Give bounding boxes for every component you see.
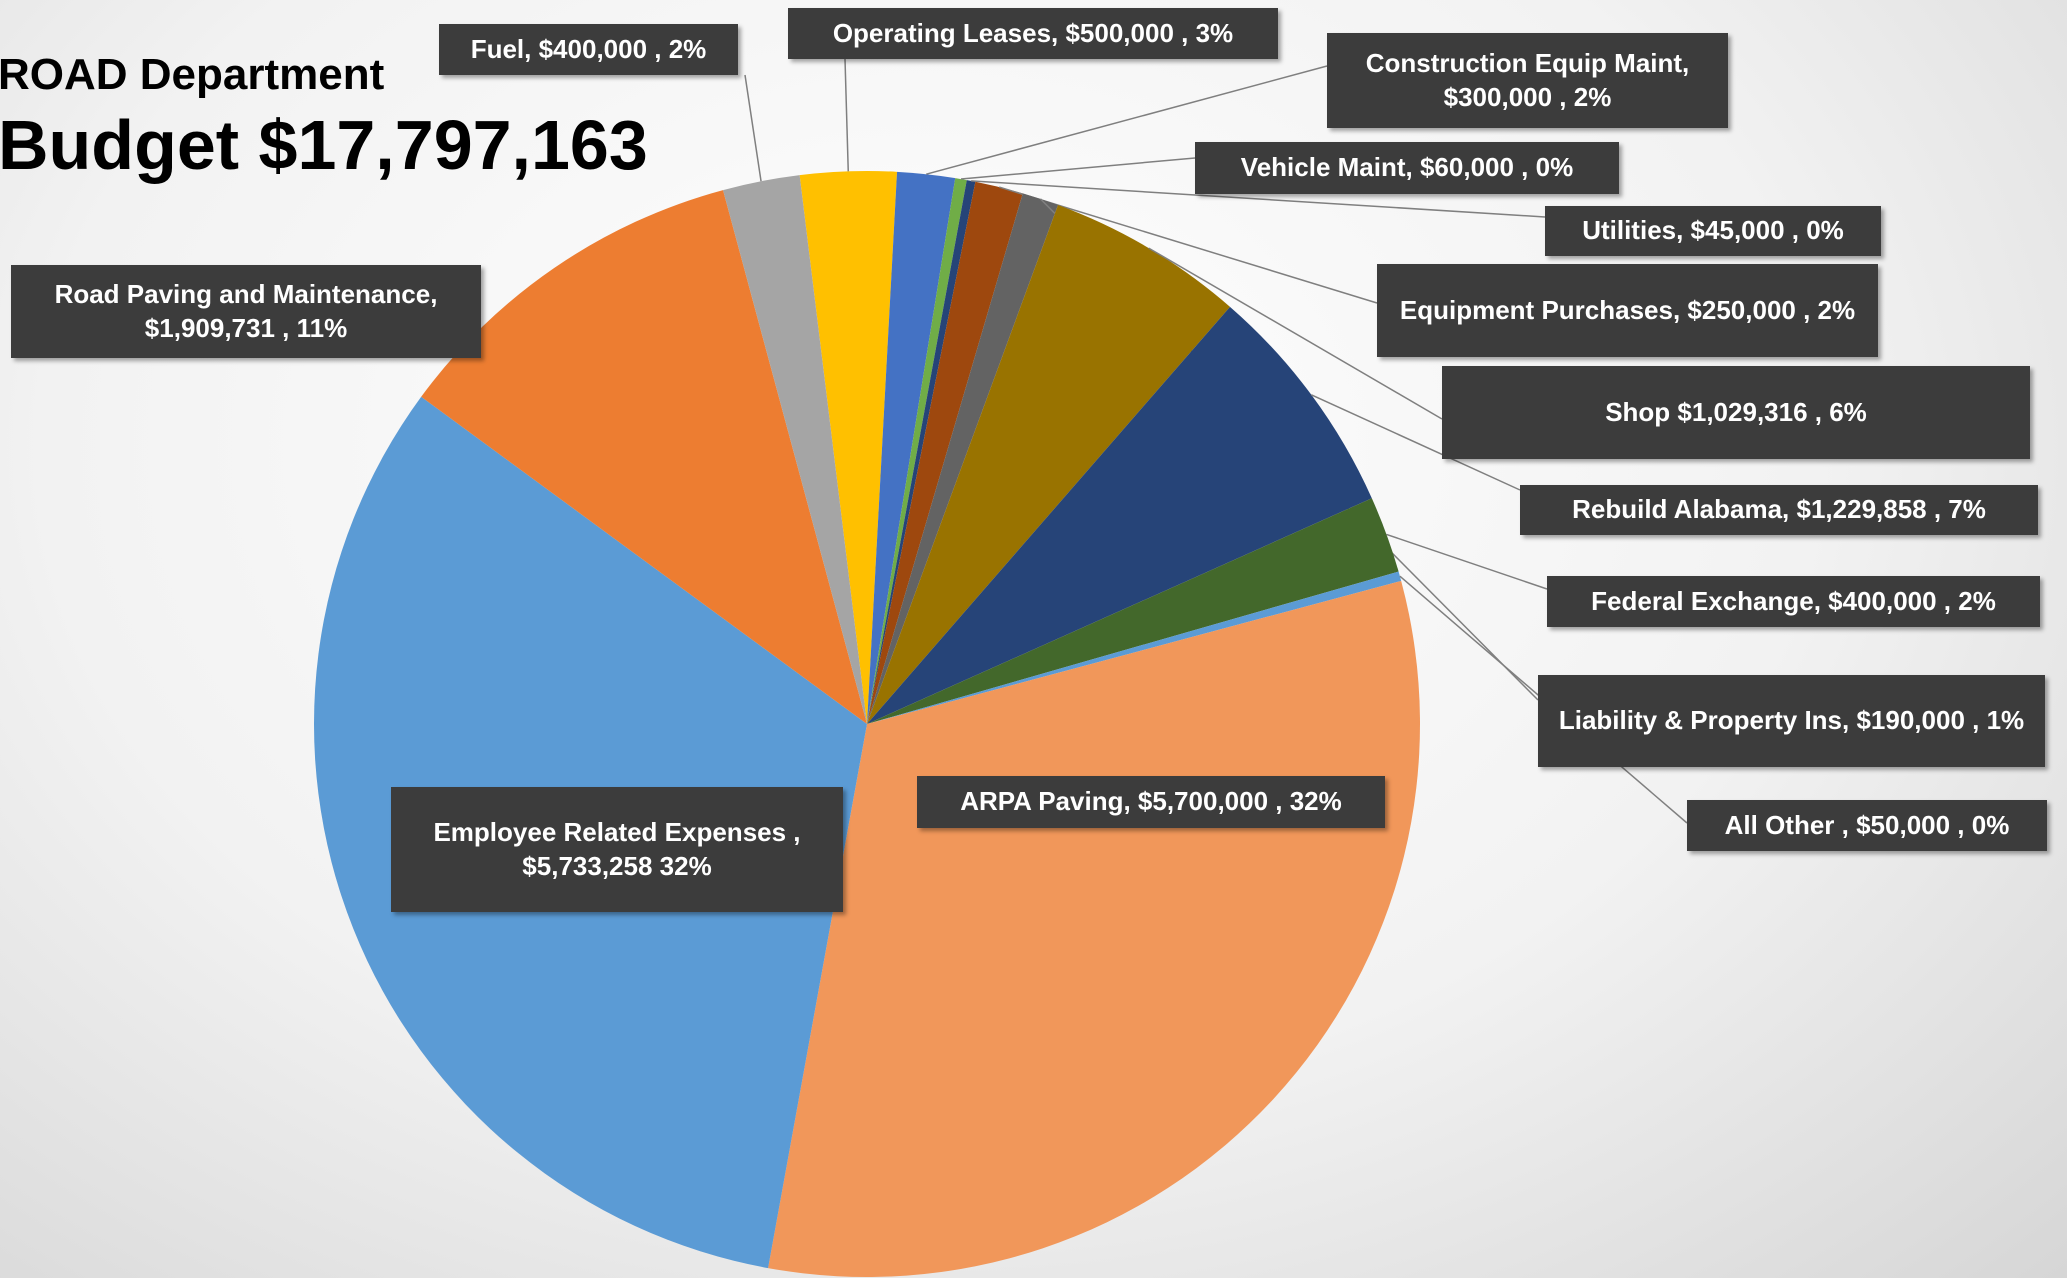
leader-line xyxy=(926,65,1328,175)
chart-title: ROAD Department xyxy=(0,50,385,99)
pie-slice xyxy=(867,181,1023,724)
data-label: ARPA Paving, $5,700,000 , 32% xyxy=(917,776,1385,828)
data-label: Rebuild Alabama, $1,229,858 , 7% xyxy=(1520,485,2038,535)
leader-line xyxy=(999,186,1378,304)
data-label: Federal Exchange, $400,000 , 2% xyxy=(1547,576,2040,627)
pie-slice xyxy=(867,498,1399,724)
leader-line xyxy=(744,74,762,182)
pie-slice xyxy=(867,306,1372,724)
leader-line xyxy=(1148,247,1443,420)
leader-line xyxy=(844,58,849,172)
pie-slice xyxy=(867,205,1231,725)
chart-subtitle: Budget $17,797,163 xyxy=(0,106,648,184)
data-label: All Other , $50,000 , 0% xyxy=(1687,800,2047,851)
data-label: Utilities, $45,000 , 0% xyxy=(1545,206,1881,256)
data-label: Employee Related Expenses , $5,733,258 3… xyxy=(391,787,843,912)
pie-slice xyxy=(723,175,867,725)
data-label: Liability & Property Ins, $190,000 , 1% xyxy=(1538,675,2045,767)
data-label: Road Paving and Maintenance, $1,909,731 … xyxy=(11,265,481,358)
leader-line xyxy=(1311,394,1521,491)
pie-slice xyxy=(867,171,956,724)
data-label: Vehicle Maint, $60,000 , 0% xyxy=(1195,142,1619,194)
pie-slice xyxy=(867,571,1402,724)
pie-slice xyxy=(867,180,976,724)
leader-line xyxy=(1386,533,1548,590)
data-label: Operating Leases, $500,000 , 3% xyxy=(788,8,1278,59)
data-label: Shop $1,029,316 , 6% xyxy=(1442,366,2030,459)
leader-line xyxy=(971,180,1546,218)
pie-slice xyxy=(867,178,967,725)
pie-slice xyxy=(799,171,898,724)
pie-slice xyxy=(768,580,1421,1278)
data-label: Equipment Purchases, $250,000 , 2% xyxy=(1377,264,1878,357)
pie-slice xyxy=(421,190,867,724)
data-label: Construction Equip Maint, $300,000 , 2% xyxy=(1327,33,1728,128)
pie-slice xyxy=(867,193,1059,724)
leader-line xyxy=(960,157,1196,180)
data-label: Fuel, $400,000 , 2% xyxy=(439,24,738,75)
